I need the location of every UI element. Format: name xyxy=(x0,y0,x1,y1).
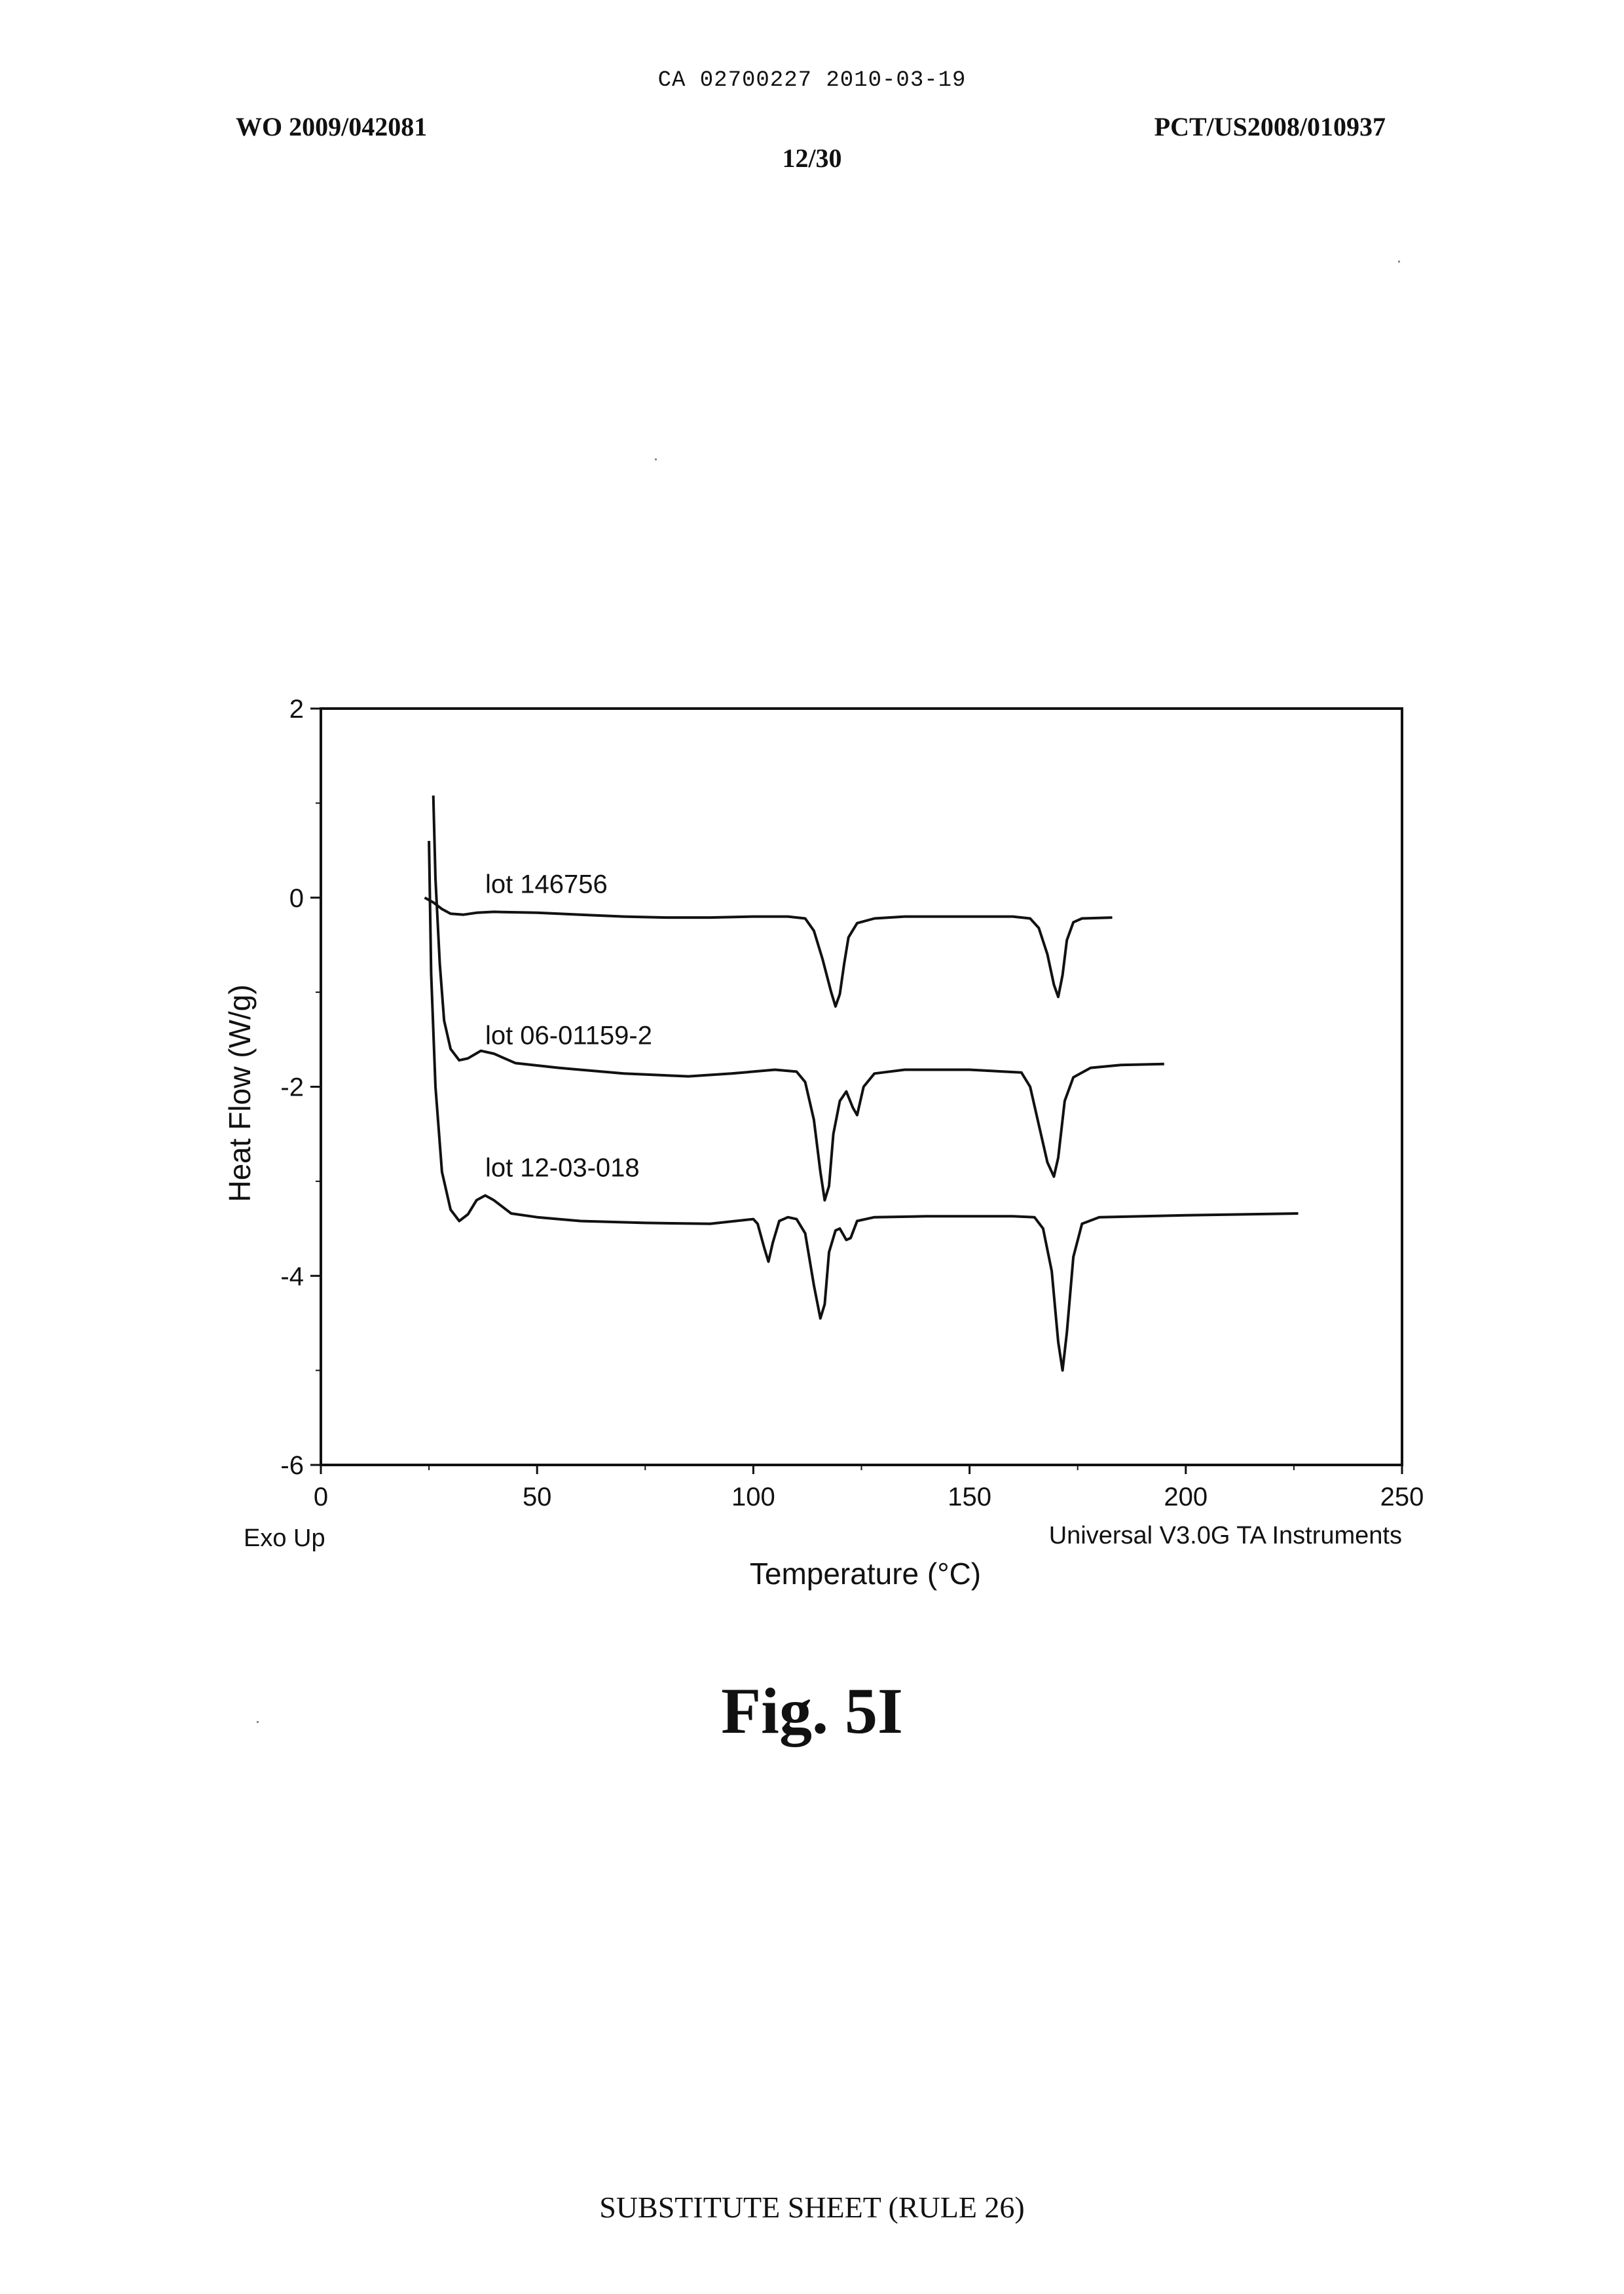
series-line xyxy=(425,898,1113,1007)
footer-note: SUBSTITUTE SHEET (RULE 26) xyxy=(0,2190,1624,2225)
y-tick-label: 2 xyxy=(289,695,304,724)
y-axis-ticks: 2 0 -2 -4 -6 xyxy=(280,695,321,1480)
series-label: lot 146756 xyxy=(485,870,608,899)
dsc-chart: 0 50 100 150 200 250 2 0 -2 -4 -6 lot 146756 lot 0… xyxy=(0,0,1624,1637)
x-axis-label: Temperature (°C) xyxy=(750,1557,981,1591)
x-tick-label: 0 xyxy=(314,1483,328,1511)
chart-axes xyxy=(321,709,1402,1465)
series-label: lot 12-03-018 xyxy=(485,1154,640,1183)
x-tick-label: 200 xyxy=(1164,1483,1208,1511)
x-tick-label: 50 xyxy=(523,1483,552,1511)
x-tick-label: 150 xyxy=(948,1483,991,1511)
exo-up-annotation: Exo Up xyxy=(244,1525,325,1552)
plot-frame xyxy=(321,709,1402,1465)
y-tick-label: -6 xyxy=(280,1451,304,1480)
x-tick-label: 100 xyxy=(731,1483,775,1511)
series-label: lot 06-01159-2 xyxy=(485,1022,652,1050)
series-line xyxy=(434,796,1164,1200)
instrument-annotation: Universal V3.0G TA Instruments xyxy=(1049,1522,1402,1549)
y-tick-label: -4 xyxy=(280,1262,304,1291)
y-tick-label: -2 xyxy=(280,1073,304,1102)
y-tick-label: 0 xyxy=(289,884,304,913)
x-axis-ticks: 0 50 100 150 200 250 xyxy=(314,1465,1424,1511)
x-tick-label: 250 xyxy=(1380,1483,1424,1511)
y-axis-label: Heat Flow (W/g) xyxy=(223,984,257,1202)
figure-caption: Fig. 5I xyxy=(0,1673,1624,1748)
